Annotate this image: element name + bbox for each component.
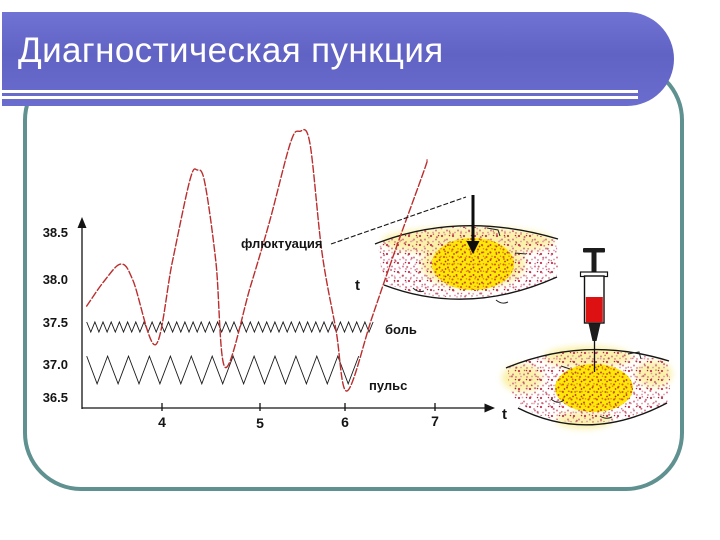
tissue-upper-contour (505, 348, 670, 369)
y-tick-label: 38.0 (43, 272, 68, 287)
x-tick-label: 6 (341, 414, 349, 430)
texture-marks (412, 227, 527, 304)
y-axis-tick-labels: 38.5 38.0 37.5 37.0 36.5 (43, 225, 68, 405)
x-axis-arrow-icon (484, 403, 495, 413)
banner-underline (2, 90, 638, 93)
syringe-icon (579, 248, 609, 372)
x-axis-tick-labels: 4 5 6 7 (158, 413, 439, 431)
fluctuation-pointer-line (330, 196, 467, 245)
x-tick-label: 5 (256, 415, 264, 431)
banner-underline (2, 96, 638, 99)
pain-zigzag (86, 320, 374, 334)
tissue-lower-contour (383, 276, 558, 300)
pain-label: боль (385, 322, 417, 337)
temperature-chart-axes (77, 217, 495, 413)
slide-title: Диагностическая пункция (18, 31, 444, 71)
y-tick-label: 37.0 (43, 357, 68, 372)
needle-hub (588, 323, 601, 341)
y-tick-label: 37.5 (43, 315, 68, 330)
plunger-handle (583, 248, 605, 253)
temperature-curve (85, 128, 429, 392)
y-tick-label: 38.5 (43, 225, 68, 240)
texture-marks (550, 351, 642, 419)
plunger-rod (591, 252, 597, 273)
time-axis-label: t (502, 406, 507, 423)
x-tick-label: 4 (158, 414, 166, 430)
pus-speckles (432, 238, 514, 290)
y-tick-label: 36.5 (43, 390, 68, 405)
tissue-upper-contour (374, 225, 559, 245)
abscess-diagram-bottom (502, 346, 672, 429)
pulse-zigzag (86, 354, 360, 386)
x-tick-label: 7 (431, 413, 439, 429)
abscess-diagram-top (374, 225, 559, 304)
title-banner: Диагностическая пункция (2, 12, 674, 106)
aspirated-fluid (585, 297, 603, 323)
pus-speckles (555, 364, 633, 412)
y-axis-arrow-icon (77, 217, 87, 228)
palpation-arrow-icon (466, 195, 480, 254)
pulse-label: пульс (369, 378, 407, 393)
tissue-lower-contour (517, 402, 668, 426)
temperature-t-label: t (355, 277, 360, 294)
fluctuation-label: флюктуация (241, 236, 322, 251)
